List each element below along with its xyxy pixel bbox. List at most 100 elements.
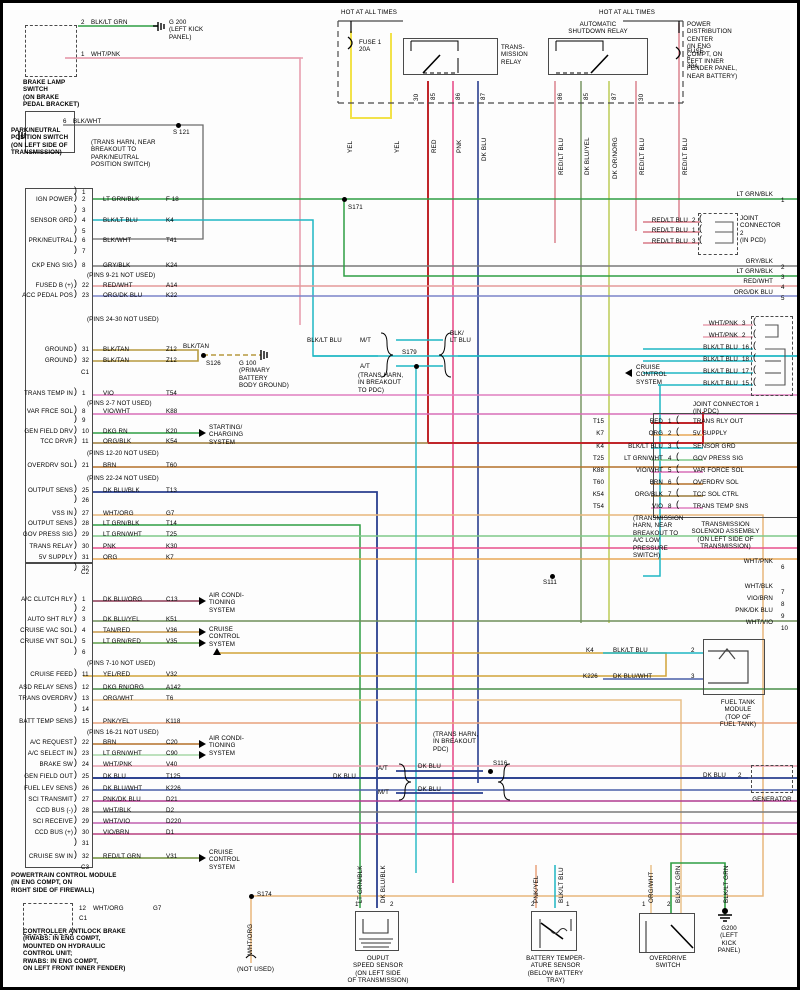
jc2-pin-2: 2 <box>692 217 696 224</box>
cab-pin: 12 <box>79 905 87 912</box>
c3-wire-23: LT GRN/WHT <box>103 750 142 757</box>
c1-bracket: ) <box>74 233 78 243</box>
c3-pin-2: 2 <box>82 606 86 613</box>
splice-s121-label: S 121 <box>173 129 190 136</box>
c2-fn-21: OVERDRV SOL <box>27 462 73 469</box>
c1-wire-6: BLK/WHT <box>103 237 132 244</box>
ftm-pin-2: 3 <box>691 673 695 680</box>
splice-s116-dot <box>488 769 493 774</box>
pnp-pin-6: 6 <box>63 118 67 125</box>
c3-code-32: V31 <box>166 853 178 860</box>
c2-pin-10: 10 <box>82 428 90 435</box>
wire-redltblu-2: RED/LT BLU <box>639 137 646 175</box>
c3-bracket: ) <box>74 680 78 690</box>
dkblu-label-2: DK BLU <box>418 786 441 793</box>
wire-dkblu: DK BLU <box>481 137 488 161</box>
c1-code-4: K4 <box>166 217 174 224</box>
at-label-1: A/T <box>360 363 370 370</box>
c3-code-29: D220 <box>166 818 182 825</box>
c3-bracket: ) <box>74 836 78 846</box>
wire-red: RED <box>431 139 438 153</box>
c2-code-11: K54 <box>166 438 178 445</box>
c3-wire-4: TAN/RED <box>103 627 131 634</box>
ts-pin-6: 6 <box>668 479 672 486</box>
jc1-wire-4: BLK/LT BLU <box>703 368 738 375</box>
ac-arrow-1 <box>199 597 206 605</box>
c3-bracket: ) <box>74 757 78 767</box>
c3-wire-29: WHT/VIO <box>103 818 131 825</box>
c3-fn-22: A/C REQUEST <box>29 739 73 746</box>
ts-bracket: ( <box>676 439 680 449</box>
c3-pin-26: 26 <box>82 785 90 792</box>
relay-pin-85: 85 <box>430 92 437 100</box>
c3-wire-32: RED/LT GRN <box>103 853 141 860</box>
rightbus-pin-1: 1 <box>781 197 785 204</box>
ac-system-label-1: AIR CONDI- TIONING SYSTEM <box>209 592 245 614</box>
c3-wire-27: PNK/DK BLU <box>103 796 141 803</box>
ts-fn-4: GOV PRESS SIG <box>693 455 744 462</box>
wire-dkornorg: DK OR/NORG <box>612 137 619 179</box>
c2-pin-11: 11 <box>82 438 89 445</box>
starting-charging-arrow <box>199 429 206 437</box>
splice-s171-dot <box>342 197 347 202</box>
splice-s111-label: S111 <box>543 579 557 586</box>
c2-code-31: K7 <box>166 554 174 561</box>
jc2-pin-1: 1 <box>692 227 696 234</box>
c2-bracket: ) <box>74 386 78 396</box>
rightbus-pin-5: 5 <box>781 295 785 302</box>
c3-note: (PINS 16-21 NOT USED) <box>87 729 159 736</box>
c2-bracket: ) <box>74 434 78 444</box>
jc1-pin-16: 16 <box>742 344 750 351</box>
c2-code-30: K30 <box>166 543 178 550</box>
c3-bracket: ) <box>74 803 78 813</box>
c2-pin-25: 25 <box>82 487 90 494</box>
c1-pin-2: 2 <box>82 196 86 203</box>
c1-pin-1: 1 <box>82 189 86 196</box>
ts-wire-3: BLK/LT BLU <box>628 443 663 450</box>
c1-bracket: ) <box>74 213 78 223</box>
c3-fn-11: CRUISE FEED <box>30 671 73 678</box>
c3-pin-28: 28 <box>82 807 90 814</box>
relay-pin-87: 87 <box>480 92 487 100</box>
pcm-c1-c2-box <box>25 188 93 563</box>
brake-lamp-switch-label: BRAKE LAMP SWITCH (ON BRAKE PEDAL BRACKE… <box>23 79 80 109</box>
asd-pin-87: 87 <box>611 92 618 100</box>
pcm-caption: POWERTRAIN CONTROL MODULE (IN ENG COMPT,… <box>11 872 117 894</box>
fuse-1-label: FUSE 1 20A <box>359 39 382 54</box>
cab-caption: CONTROLLER ANTILOCK BRAKE (RWABS: IN ENG… <box>23 928 126 973</box>
pcm-c2-conn-label: C2 <box>81 569 90 576</box>
ts-fn-7: TCC SOL CTRL <box>693 491 739 498</box>
c3-fn-27: SCI TRANSMIT <box>28 796 73 803</box>
ground-wire-vert: BLK/LT GRN <box>723 865 730 903</box>
c3-code-3: K51 <box>166 616 178 623</box>
ods-wire-2: BLK/LT GRN <box>675 865 682 903</box>
fuel-tank-module-label: FUEL TANK MODULE (TOP OF FUEL TANK) <box>719 699 757 729</box>
c3-wire-30: VIO/BRN <box>103 829 130 836</box>
c1-bracket: ) <box>74 203 78 213</box>
ods-pin-2: 2 <box>667 901 671 908</box>
c1-pin-32: 32 <box>82 357 90 364</box>
starting-charging-label: STARTING/ CHARGING SYSTEM <box>209 424 244 446</box>
ts-code-8: T54 <box>593 503 604 510</box>
rightbus-wire-2: GRY/BLK <box>745 258 773 265</box>
c2-pin-8: 8 <box>82 408 86 415</box>
splice-s111-dot <box>550 574 555 579</box>
c3-bracket: ) <box>74 735 78 745</box>
c3-bracket: ) <box>74 667 78 677</box>
c2-wire-27: WHT/ORG <box>103 510 134 517</box>
trans-harn-pdc-note-1: (TRANS HARN, IN BREAKOUT TO PDC) <box>358 372 404 394</box>
ts-pin-7: 7 <box>668 491 672 498</box>
c1-code-23: K22 <box>166 292 178 299</box>
c2-bracket: ) <box>74 493 78 503</box>
rightbus-pin-7: 7 <box>781 589 785 596</box>
fuel-tank-module-box <box>703 639 765 695</box>
c3-fn-29: SCI RECEIVE <box>32 818 73 825</box>
generator-pin: 2 <box>738 772 742 779</box>
wire-yel-1: YEL <box>347 140 354 153</box>
c3-pin-5: 5 <box>82 638 86 645</box>
c3-code-15: K118 <box>166 718 181 725</box>
c3-pin-13: 13 <box>82 695 90 702</box>
wire-redltblu-3: RED/LT BLU <box>682 137 689 175</box>
c3-wire-24: WHT/PNK <box>103 761 133 768</box>
overdrive-switch-box <box>639 913 695 953</box>
